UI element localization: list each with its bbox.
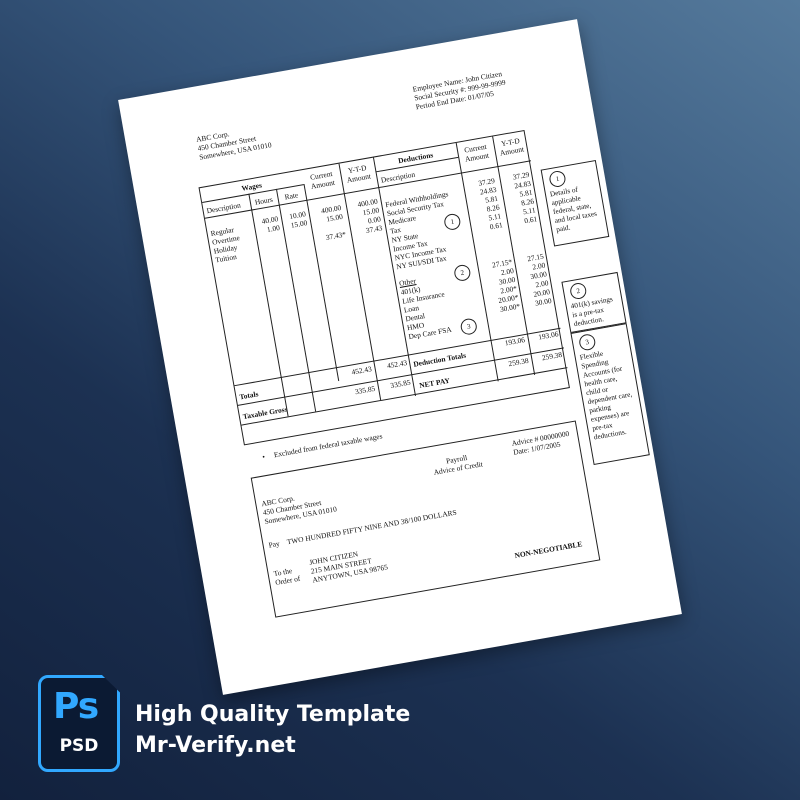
wages-current: 400.00 15.00 37.43*	[308, 203, 346, 244]
employee-info: Employee Name: John Citizen Social Securi…	[412, 69, 508, 111]
company-address: ABC Corp. 450 Chamber Street Somewhere, US…	[195, 122, 272, 161]
note-2-text: 401(k) savings is a pre-tax deduction.	[570, 295, 614, 329]
tax-labels: Federal Withholdings Social Security Tax M…	[385, 189, 460, 271]
wages-descriptions: Regular Overtime Holiday Tuition	[210, 224, 244, 265]
pay-stub-document: ABC Corp. 450 Chamber Street Somewhere, US…	[118, 19, 682, 695]
non-negotiable-label: NON-NEGOTIABLE	[513, 539, 583, 561]
tax-ytd: 37.29 24.83 5.81 8.26 5.11 0.61	[499, 170, 538, 228]
deductions-ytd-header: Y-T-D Amount	[499, 136, 525, 158]
order-label: To the Order of	[273, 565, 301, 587]
earnings-deductions-table: Wages Description Hours Rate Current Amo…	[198, 129, 570, 446]
wages-totals-label: Totals	[238, 389, 260, 402]
wages-ytd: 400.00 15.00 0.00 37.43	[345, 197, 383, 238]
note-3-number-icon: 3	[578, 332, 597, 352]
deductions-current-header: Current Amount	[463, 141, 490, 164]
wages-rates: 10.00 15.00	[280, 209, 309, 231]
wages-current-header: Current Amount	[309, 169, 336, 191]
note-1-number-icon: 1	[548, 169, 567, 189]
wages-ytd-header: Y-T-D Amount	[346, 163, 372, 185]
wages-hours: 40.00 1.00	[253, 214, 281, 236]
photoshop-psd-icon: Ps PSD	[38, 675, 120, 772]
deduction-totals-current: 193.06	[504, 335, 526, 348]
ps-icon-text: Ps	[53, 686, 99, 727]
tax-current: 37.29 24.83 5.81 8.26 5.11 0.61	[462, 176, 504, 235]
pay-label: Pay	[267, 538, 281, 550]
deductions-title: Deductions	[397, 150, 434, 166]
payee-address: JOHN CITIZEN 215 MAIN STREET ANYTOWN, USA …	[309, 545, 389, 584]
note-1-text: Details of applicable federal, state, an…	[549, 185, 598, 234]
tagline-website: Mr-Verify.net	[135, 733, 296, 758]
deduction-totals-ytd: 193.06	[537, 329, 560, 342]
note-3-text: Flexible Spending Accounts (for health c…	[579, 349, 633, 442]
note-2-number-icon: 2	[568, 281, 588, 301]
taxable-gross-label: Taxable Gross	[242, 404, 289, 422]
psd-icon-text: PSD	[59, 736, 99, 756]
other-labels: 401(k) Life Insurance Loan Dental HMO Dep Car…	[400, 280, 452, 342]
check-company-address: ABC Corp. 450 Chamber Street Somewhere, US…	[261, 487, 338, 526]
check-title: Payroll Advice of Credit	[416, 448, 498, 480]
advice-info: Advice # 00000000 Date: 1/07/2005	[511, 429, 572, 457]
note-taxes: 1 Details of applicable federal, state, …	[540, 160, 610, 247]
tagline-quality: High Quality Template	[135, 702, 411, 727]
note-fsa: 3 Flexible Spending Accounts (for health…	[570, 323, 650, 466]
